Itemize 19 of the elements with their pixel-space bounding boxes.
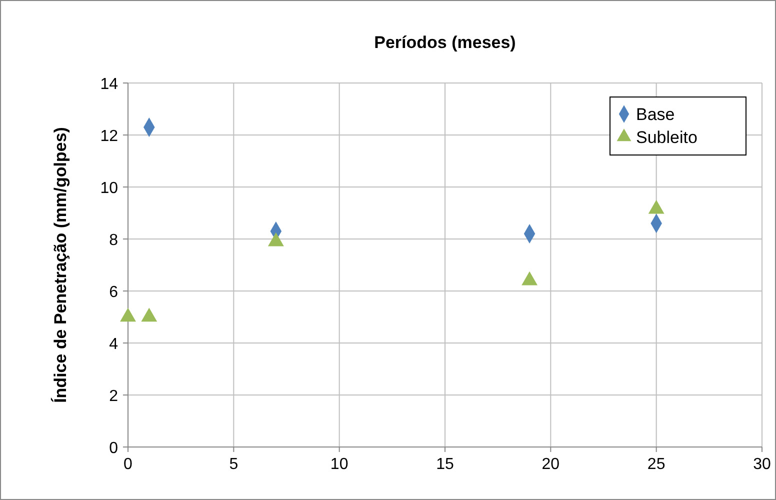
y-axis-title: Índice de Penetração (mm/golpes) (50, 127, 70, 403)
y-tick-label: 14 (100, 76, 118, 93)
x-tick-label: 10 (330, 456, 348, 473)
chart-title: Períodos (meses) (374, 33, 516, 52)
y-tick-label: 12 (100, 128, 118, 145)
legend-label: Subleito (636, 128, 698, 147)
x-tick-label: 0 (124, 456, 133, 473)
y-tick-label: 4 (109, 336, 118, 353)
x-tick-label: 5 (229, 456, 238, 473)
legend-label: Base (636, 105, 675, 124)
y-tick-label: 6 (109, 284, 118, 301)
x-tick-label: 30 (753, 456, 771, 473)
x-tick-label: 25 (647, 456, 666, 473)
y-tick-label: 10 (100, 180, 118, 197)
x-tick-label: 20 (542, 456, 560, 473)
y-tick-label: 0 (109, 440, 118, 457)
y-tick-label: 2 (109, 388, 118, 405)
x-tick-label: 15 (436, 456, 454, 473)
y-tick-label: 8 (109, 232, 118, 249)
